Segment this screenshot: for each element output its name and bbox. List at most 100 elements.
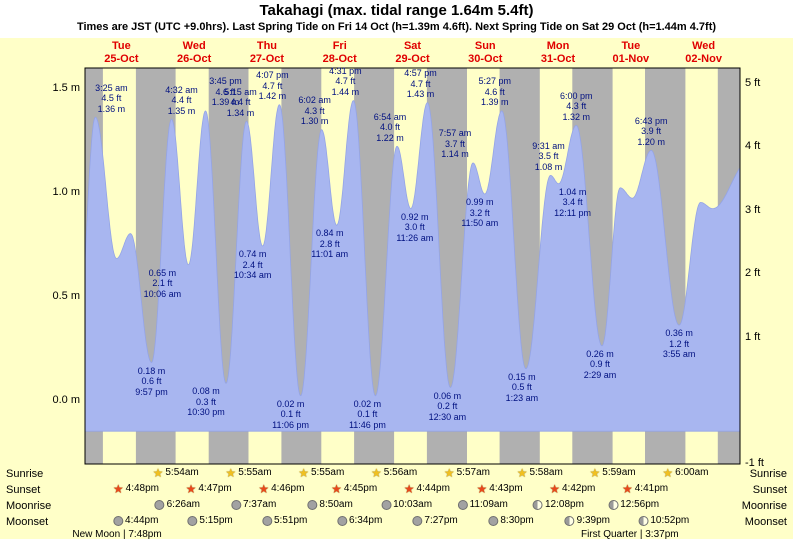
y-axis-left-label: 0.5 m	[52, 290, 80, 302]
low-tide-label: 0.65 m 2.1 ft 10:06 am	[143, 267, 182, 299]
sunrise-time: ★ 5:57am	[443, 465, 490, 480]
sunrise-time: ★ 5:58am	[516, 465, 563, 480]
sunrise-time: ★ 5:59am	[589, 465, 636, 480]
moonset-time: 10:52pm	[638, 515, 689, 526]
day-label: Wed 02-Nov	[685, 40, 722, 65]
sunrise-time: ★ 5:56am	[371, 465, 418, 480]
day-label: Tue 01-Nov	[612, 40, 650, 65]
moonrise-time: 7:37am	[230, 499, 276, 510]
moonset-row-label-left: Moonset	[6, 516, 49, 528]
sunset-time: ★ 4:42pm	[549, 481, 596, 496]
high-tide-label: 4:32 am 4.4 ft 1.35 m	[165, 84, 198, 116]
low-tide-label: 0.08 m 0.3 ft 10:30 pm	[187, 386, 225, 418]
sunset-time: ★ 4:47pm	[185, 481, 232, 496]
moonrise-moon-icon	[307, 499, 318, 510]
moonset-moon-icon	[187, 515, 198, 526]
sunset-time: ★ 4:48pm	[112, 481, 159, 496]
sunset-time: ★ 4:46pm	[258, 481, 305, 496]
sunset-star-icon: ★	[185, 481, 197, 496]
moonset-moon-icon	[261, 515, 272, 526]
low-tide-label: 0.99 m 3.2 ft 11:50 am	[461, 197, 499, 229]
y-axis-left-label: 1.5 m	[52, 82, 80, 94]
low-tide-label: 0.74 m 2.4 ft 10:34 am	[233, 249, 272, 281]
sunset-star-icon: ★	[549, 481, 560, 496]
moonrise-moon-icon	[457, 499, 468, 510]
low-tide-label: 0.92 m 3.0 ft 11:26 am	[396, 211, 434, 243]
moonset-time: 5:15pm	[187, 515, 233, 526]
page-title: Takahagi (max. tidal range 1.64m 5.4ft)	[259, 2, 534, 19]
y-axis-right-label: 4 ft	[745, 140, 761, 153]
y-axis-left-label: 1.0 m	[52, 186, 80, 198]
day-label: Tue 25-Oct	[104, 40, 139, 65]
sunrise-star-icon: ★	[662, 465, 674, 480]
high-tide-label: 6:54 am 4.0 ft 1.22 m	[373, 111, 407, 143]
high-tide-label: 6:00 pm 4.3 ft 1.32 m	[559, 90, 593, 122]
high-tide-label: 4:31 pm 4.7 ft 1.44 m	[329, 65, 362, 97]
sunset-time: ★ 4:43pm	[476, 481, 523, 496]
moonset-moon-icon	[488, 515, 499, 526]
sunset-star-icon: ★	[403, 481, 415, 496]
moonset-moon-icon	[113, 515, 124, 526]
title-area: Takahagi (max. tidal range 1.64m 5.4ft) …	[0, 0, 793, 38]
low-tide-label: 0.36 m 1.2 ft 3:55 am	[662, 328, 696, 360]
sunset-star-icon: ★	[331, 481, 342, 496]
high-tide-label: 4:07 pm 4.7 ft 1.42 m	[256, 70, 289, 102]
moonset-time: 5:51pm	[261, 515, 307, 526]
sunrise-row-label-right: Sunrise	[749, 468, 787, 480]
sunrise-star-icon: ★	[443, 465, 455, 480]
y-axis-right-label: 3 ft	[745, 203, 761, 216]
sunrise-time: ★ 5:55am	[298, 465, 345, 480]
moonrise-moon-icon	[154, 499, 165, 510]
moonrise-moon-icon	[381, 499, 392, 510]
moonrise-time: 10:03am	[381, 499, 432, 510]
sunrise-star-icon: ★	[152, 465, 164, 480]
moonrise-time: 6:26am	[154, 499, 200, 510]
day-label: Wed 26-Oct	[177, 40, 212, 65]
high-tide-label: 7:57 am 3.7 ft 1.14 m	[438, 128, 472, 160]
high-tide-label: 5:27 pm 4.6 ft 1.39 m	[478, 76, 512, 108]
high-tide-label: 9:31 am 3.5 ft 1.08 m	[532, 140, 565, 172]
sunset-star-icon: ★	[621, 481, 633, 496]
day-label: Fri 28-Oct	[322, 40, 357, 65]
chart-subtitle: Times are JST (UTC +9.0hrs). Last Spring…	[76, 21, 717, 33]
moonset-time: 9:39pm	[564, 515, 610, 526]
moonrise-time: 12:56pm	[608, 499, 659, 510]
low-tide-label: 1.04 m 3.4 ft 12:11 pm	[554, 186, 592, 218]
day-label: Sun 30-Oct	[468, 40, 503, 65]
sunset-star-icon: ★	[112, 481, 124, 496]
sunrise-time: ★ 6:00am	[662, 465, 709, 480]
high-tide-label: 3:25 am 4.5 ft 1.36 m	[95, 82, 128, 114]
low-tide-label: 0.02 m 0.1 ft 11:46 pm	[348, 398, 386, 430]
high-tide-label: 6:02 am 4.3 ft 1.30 m	[298, 95, 331, 127]
day-label: Thu 27-Oct	[249, 40, 285, 65]
plot-border	[84, 67, 741, 465]
sunset-time: ★ 4:44pm	[403, 481, 450, 496]
low-tide-label: 0.15 m 0.5 ft 1:23 am	[505, 371, 539, 403]
y-axis-right-label: 1 ft	[745, 330, 761, 343]
high-tide-label: 4:57 pm 4.7 ft 1.43 m	[404, 68, 437, 100]
low-tide-label: 0.06 m 0.2 ft 12:30 am	[428, 390, 467, 422]
sunset-row-label-right: Sunset	[752, 484, 787, 496]
sunrise-star-icon: ★	[516, 465, 528, 480]
sunset-row-label-left: Sunset	[6, 484, 41, 496]
moonrise-moon-icon	[608, 499, 619, 510]
y-axis-right-label: 2 ft	[745, 267, 761, 280]
day-label: Sat 29-Oct	[395, 40, 430, 65]
moonrise-moon-icon	[230, 499, 241, 510]
tide-area	[84, 99, 741, 432]
sunset-star-icon: ★	[258, 481, 270, 496]
day-label: Mon 31-Oct	[540, 40, 576, 65]
low-tide-label: 0.02 m 0.1 ft 11:06 pm	[272, 398, 310, 430]
moonset-moon-icon	[564, 515, 575, 526]
moon-phase-label: First Quarter | 3:37pm	[580, 529, 679, 539]
moonset-moon-icon	[336, 515, 347, 526]
sunrise-time: ★ 5:55am	[225, 465, 272, 480]
y-axis-right-label: -1 ft	[745, 457, 764, 470]
moonset-time: 7:27pm	[412, 515, 458, 526]
moonset-moon-icon	[638, 515, 649, 526]
sunrise-star-icon: ★	[371, 465, 382, 480]
moonset-time: 8:30pm	[488, 515, 534, 526]
high-tide-label: 6:43 pm 3.9 ft 1.20 m	[634, 115, 668, 147]
